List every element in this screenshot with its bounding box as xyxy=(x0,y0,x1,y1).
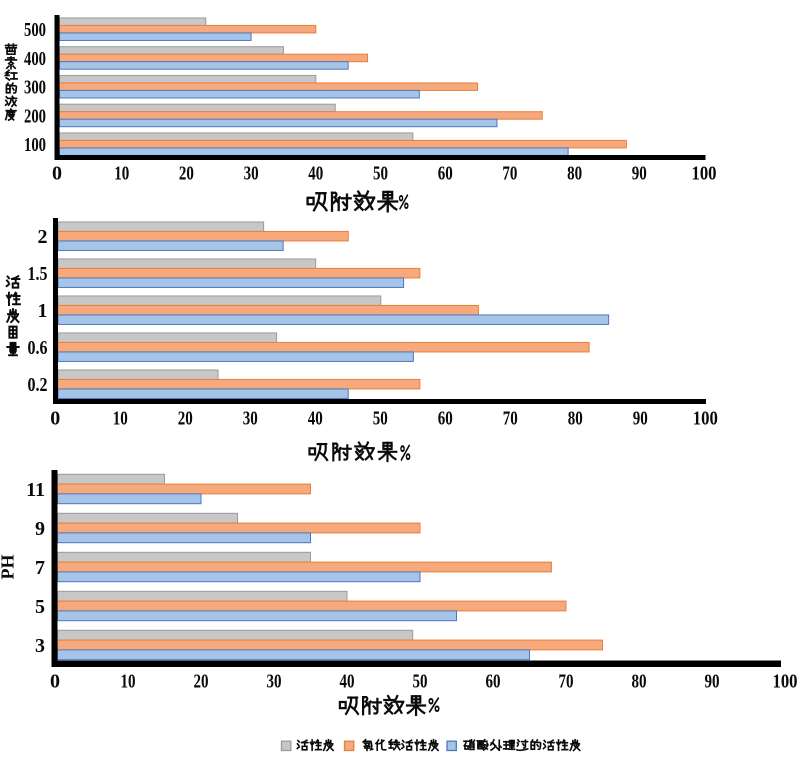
svg-text:5: 5 xyxy=(35,596,45,618)
svg-text:7: 7 xyxy=(35,557,45,579)
svg-text:20: 20 xyxy=(194,671,209,693)
svg-text:80: 80 xyxy=(632,671,647,693)
svg-text:0.2: 0.2 xyxy=(28,374,48,396)
svg-text:80: 80 xyxy=(567,163,582,185)
svg-text:30: 30 xyxy=(244,163,259,185)
svg-text:50: 50 xyxy=(373,163,388,185)
svg-text:100: 100 xyxy=(693,408,718,430)
svg-text:40: 40 xyxy=(340,671,355,693)
svg-text:1: 1 xyxy=(38,300,48,322)
svg-text:11: 11 xyxy=(26,479,45,501)
svg-text:500: 500 xyxy=(24,19,46,41)
svg-text:60: 60 xyxy=(438,408,453,430)
svg-text:3: 3 xyxy=(35,635,45,657)
svg-text:20: 20 xyxy=(178,408,193,430)
svg-text:400: 400 xyxy=(24,48,46,70)
svg-text:70: 70 xyxy=(559,671,574,693)
svg-text:90: 90 xyxy=(633,408,648,430)
svg-text:0: 0 xyxy=(52,163,62,185)
svg-text:80: 80 xyxy=(568,408,583,430)
svg-text:0: 0 xyxy=(50,671,60,693)
svg-text:100: 100 xyxy=(773,671,798,693)
svg-text:50: 50 xyxy=(373,408,388,430)
svg-text:20: 20 xyxy=(179,163,194,185)
svg-text:10: 10 xyxy=(121,671,136,693)
svg-text:40: 40 xyxy=(308,163,323,185)
svg-text:0: 0 xyxy=(50,408,60,430)
svg-text:40: 40 xyxy=(308,408,323,430)
svg-text:30: 30 xyxy=(243,408,258,430)
svg-text:PH: PH xyxy=(0,555,18,580)
svg-text:1.5: 1.5 xyxy=(28,263,48,285)
svg-text:90: 90 xyxy=(705,671,720,693)
svg-text:90: 90 xyxy=(632,163,647,185)
svg-text:100: 100 xyxy=(692,163,717,185)
svg-text:0.6: 0.6 xyxy=(28,337,48,359)
svg-text:10: 10 xyxy=(113,408,128,430)
svg-text:10: 10 xyxy=(114,163,129,185)
svg-text:60: 60 xyxy=(486,671,501,693)
svg-text:30: 30 xyxy=(267,671,282,693)
svg-text:300: 300 xyxy=(24,77,46,99)
svg-text:9: 9 xyxy=(35,518,45,540)
svg-text:50: 50 xyxy=(413,671,428,693)
svg-text:70: 70 xyxy=(502,163,517,185)
svg-text:2: 2 xyxy=(38,226,48,248)
svg-text:70: 70 xyxy=(503,408,518,430)
svg-text:60: 60 xyxy=(438,163,453,185)
svg-text:100: 100 xyxy=(24,134,46,156)
svg-text:200: 200 xyxy=(24,105,46,127)
